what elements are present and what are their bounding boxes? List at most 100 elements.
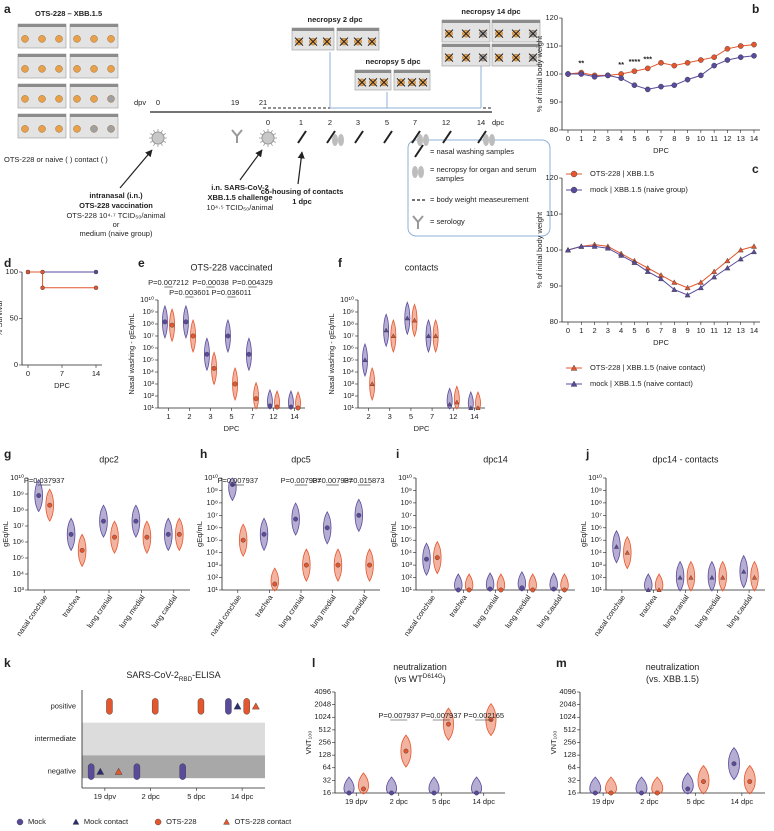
- cage-lid: [492, 20, 540, 23]
- animal: [55, 95, 63, 103]
- y-tick-label: negative: [48, 767, 76, 776]
- point: [578, 71, 585, 77]
- x-tick-label: 4: [619, 326, 623, 335]
- y-tick-label: 10⁸: [400, 498, 412, 507]
- cross: [444, 29, 454, 38]
- chart-subtitle-part: (vs WT: [394, 674, 423, 684]
- legend-marker: [16, 818, 24, 826]
- median-point: [204, 351, 210, 357]
- median-point: [79, 547, 85, 553]
- median-point: [261, 531, 267, 537]
- x-tick-label: 5: [632, 134, 636, 143]
- point: [684, 291, 691, 298]
- chart-title-part: SARS-CoV-2: [126, 670, 179, 680]
- violin: [517, 571, 527, 592]
- median-point: [709, 574, 715, 580]
- chart-title: neutralization: [393, 662, 447, 672]
- y-tick-label: 10¹: [143, 403, 154, 412]
- point: [698, 57, 704, 63]
- median-point: [431, 790, 437, 796]
- legend-label: mock | XBB.1.5 (naive contact): [590, 379, 693, 388]
- animal: [90, 125, 98, 133]
- x-tick-label: 5: [229, 412, 233, 421]
- y-tick-label: 10¹: [343, 403, 354, 412]
- median-point: [240, 537, 246, 543]
- chart-title: contacts: [405, 262, 439, 272]
- median-point: [433, 333, 439, 338]
- y-tick-label: 10⁶: [343, 343, 354, 352]
- panel-letter: k: [4, 656, 11, 670]
- dot: [133, 763, 141, 780]
- y-tick-label: 10⁸: [12, 505, 24, 514]
- cross: [322, 37, 332, 46]
- x-tick-label: 6: [646, 134, 650, 143]
- x-tick-label: 11: [710, 134, 718, 143]
- median-point: [162, 319, 168, 325]
- y-tick-label: 10⁵: [207, 535, 218, 544]
- median-point: [720, 574, 726, 580]
- animal: [90, 95, 98, 103]
- point: [711, 268, 718, 274]
- y-tick-label: 10¹⁰: [398, 473, 412, 482]
- y-tick-label: 256: [318, 737, 331, 746]
- x-tick-label: 5: [409, 412, 413, 421]
- schematic-title: OTS-228 – XBB.1.5: [35, 9, 102, 18]
- x-tick-label: 12: [723, 326, 731, 335]
- x-tick-label: 8: [672, 134, 676, 143]
- day-label: 19: [231, 98, 239, 107]
- p-value: P=0.002165: [463, 711, 504, 720]
- y-tick-label: 10⁵: [591, 535, 602, 544]
- median-point: [383, 327, 389, 333]
- y-tick-label: 10⁴: [142, 367, 154, 376]
- dot: [114, 767, 123, 775]
- chart-subtitle-part: (vs. XBB.1.5): [646, 674, 699, 684]
- x-tick-label: 14: [92, 369, 100, 378]
- day-label: 5: [385, 118, 389, 127]
- point: [724, 46, 731, 52]
- y-tick-label: 10⁶: [13, 537, 24, 546]
- animal: [38, 125, 46, 133]
- animal: [107, 35, 115, 43]
- median-point: [446, 721, 451, 727]
- cross: [478, 29, 488, 38]
- y-tick-label: 80: [550, 125, 558, 134]
- median-point: [295, 405, 301, 411]
- day-label: 21: [259, 98, 267, 107]
- y-axis-label: gEq/mL: [1, 521, 10, 547]
- y-tick-label: 10⁷: [143, 331, 154, 340]
- median-point: [677, 574, 683, 580]
- x-tick-label: 4: [619, 134, 623, 143]
- y-tick-label: 100: [545, 69, 558, 78]
- x-tick-label: 19 dpv: [345, 797, 368, 806]
- y-tick-label: 10⁶: [143, 343, 154, 352]
- y-tick-label: 64: [323, 763, 331, 772]
- cage-lid: [492, 44, 540, 47]
- legend-label: mock | XBB.1.5 (naive group): [590, 185, 688, 194]
- y-tick-label: 10²: [591, 573, 602, 582]
- y-tick-label: 10⁸: [342, 319, 354, 328]
- lung-icon: [332, 134, 338, 146]
- timeline-label: dpc: [492, 118, 504, 127]
- y-tick-label: 50: [10, 313, 18, 322]
- cross: [511, 53, 521, 62]
- dot: [197, 698, 205, 715]
- cross: [368, 78, 378, 87]
- y-tick-label: 10⁷: [401, 510, 412, 519]
- point: [697, 279, 704, 285]
- necropsy-label: necropsy 2 dpc: [307, 15, 362, 24]
- point: [684, 60, 691, 66]
- y-tick-label: 10⁵: [13, 553, 24, 562]
- y-tick-label: 64: [568, 763, 576, 772]
- x-axis-label: DPC: [653, 146, 669, 155]
- lung-icon: [423, 134, 429, 146]
- y-tick-label: 10⁴: [342, 367, 354, 376]
- median-point: [424, 556, 429, 562]
- x-tick-label: 5 dpc: [686, 797, 705, 806]
- point: [671, 279, 678, 285]
- median-point: [474, 790, 479, 796]
- key-text: = necropsy for organ and serum: [430, 165, 537, 174]
- cross: [294, 37, 304, 46]
- point: [644, 268, 651, 274]
- x-tick-label: 12: [449, 412, 457, 421]
